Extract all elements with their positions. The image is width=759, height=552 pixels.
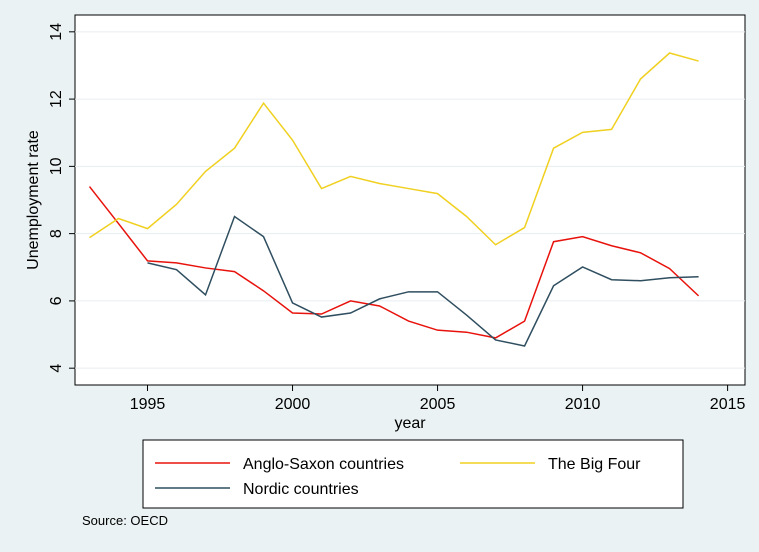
x-tick-label: 1995: [130, 396, 166, 413]
source-note: Source: OECD: [82, 513, 168, 528]
y-tick-label: 6: [48, 296, 65, 305]
series-line: [88, 186, 700, 339]
x-tick-label: 2015: [710, 396, 746, 413]
y-axis-title: Unemployment rate: [25, 130, 42, 270]
series-line: [89, 52, 699, 246]
series-line: [147, 215, 699, 347]
legend: [142, 439, 684, 509]
legend-label: Nordic countries: [243, 481, 359, 498]
x-tick-label: 2005: [420, 396, 456, 413]
x-axis-title: year: [394, 415, 426, 432]
y-tick-label: 10: [48, 157, 65, 175]
legend-label: The Big Four: [548, 456, 641, 473]
legend-label: Anglo-Saxon countries: [243, 456, 404, 473]
y-tick-label: 14: [48, 23, 65, 41]
x-tick-label: 2000: [275, 396, 311, 413]
plot-area: [74, 14, 746, 386]
x-tick-label: 2010: [565, 396, 601, 413]
y-tick-label: 4: [48, 364, 65, 373]
y-tick-label: 8: [48, 229, 65, 238]
y-tick-label: 12: [48, 90, 65, 108]
